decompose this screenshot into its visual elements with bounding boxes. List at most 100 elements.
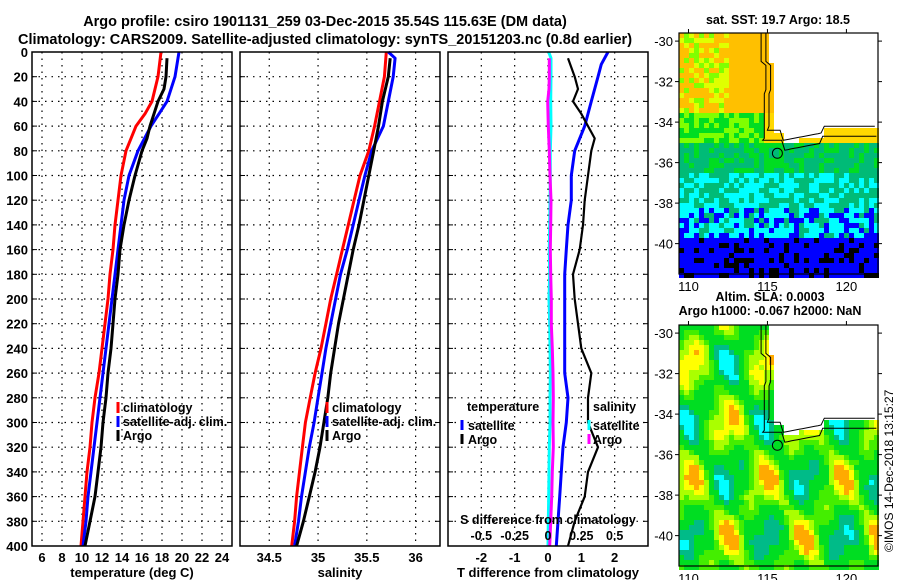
- map-cell: [744, 88, 749, 93]
- map-cell: [844, 455, 849, 460]
- map-cell: [739, 440, 744, 445]
- map-cell: [849, 490, 854, 495]
- map-cell: [754, 455, 759, 460]
- map-cell: [814, 500, 819, 505]
- map-cell: [694, 158, 699, 163]
- map-cell: [864, 133, 869, 138]
- map-cell: [874, 188, 879, 193]
- map-cell: [814, 505, 819, 510]
- map-cell: [689, 158, 694, 163]
- map-cell: [824, 500, 829, 505]
- map-cell: [739, 98, 744, 103]
- map-cell: [699, 510, 704, 515]
- map-cell: [694, 405, 699, 410]
- map-cell: [779, 208, 784, 213]
- map-cell: [694, 325, 699, 330]
- map-cell: [749, 475, 754, 480]
- map-cell: [724, 410, 729, 415]
- map-cell: [854, 253, 859, 258]
- map-cell: [764, 360, 769, 365]
- map-cell: [769, 425, 774, 430]
- map-cell: [694, 545, 699, 550]
- map-cell: [689, 258, 694, 263]
- map-cell: [794, 258, 799, 263]
- map-cell: [754, 515, 759, 520]
- map-cell: [799, 223, 804, 228]
- map-cell: [739, 560, 744, 565]
- map-cell: [684, 335, 689, 340]
- map-cell: [744, 183, 749, 188]
- map-cell: [679, 330, 684, 335]
- map-cell: [839, 430, 844, 435]
- map-cell: [739, 425, 744, 430]
- map-cell: [704, 545, 709, 550]
- map-cell: [834, 480, 839, 485]
- map-cell: [774, 525, 779, 530]
- map-cell: [689, 113, 694, 118]
- map-cell: [739, 203, 744, 208]
- map-cell: [734, 138, 739, 143]
- x-tick-label: 16: [135, 550, 149, 565]
- map-cell: [679, 375, 684, 380]
- map-cell: [739, 173, 744, 178]
- map-cell: [869, 430, 874, 435]
- map-cell: [724, 198, 729, 203]
- map-cell: [874, 173, 879, 178]
- map-cell: [799, 550, 804, 555]
- map-cell: [719, 138, 724, 143]
- map-cell: [709, 390, 714, 395]
- map-cell: [684, 188, 689, 193]
- map-cell: [684, 465, 689, 470]
- map-cell: [704, 465, 709, 470]
- map-cell: [679, 355, 684, 360]
- map-cell: [709, 108, 714, 113]
- map-cell: [864, 515, 869, 520]
- map-cell: [744, 118, 749, 123]
- map-cell: [839, 198, 844, 203]
- map-cell: [744, 335, 749, 340]
- map-cell: [859, 223, 864, 228]
- map-cell: [809, 565, 814, 570]
- series-line-temperature-satellite: [554, 51, 610, 547]
- map-cell: [729, 370, 734, 375]
- map-cell: [684, 118, 689, 123]
- map-cell: [719, 475, 724, 480]
- map-cell: [719, 455, 724, 460]
- map-cell: [744, 395, 749, 400]
- map-cell: [684, 203, 689, 208]
- map-cell: [749, 168, 754, 173]
- map-cell: [679, 540, 684, 545]
- map-cell: [719, 385, 724, 390]
- map-cell: [684, 73, 689, 78]
- map-cell: [779, 188, 784, 193]
- map-cell: [689, 33, 694, 38]
- map-cell: [679, 450, 684, 455]
- map-cell: [804, 555, 809, 560]
- map-cell: [754, 545, 759, 550]
- map-cell: [834, 148, 839, 153]
- map-cell: [834, 233, 839, 238]
- map-cell: [689, 345, 694, 350]
- map-cell: [754, 500, 759, 505]
- map-cell: [689, 430, 694, 435]
- map-cell: [709, 63, 714, 68]
- map-cell: [834, 455, 839, 460]
- legend-label: climatology: [123, 401, 193, 415]
- map-cell: [859, 208, 864, 213]
- map-cell: [764, 400, 769, 405]
- map-cell: [794, 560, 799, 565]
- map-cell: [749, 243, 754, 248]
- map-cell: [784, 218, 789, 223]
- map-cell: [754, 375, 759, 380]
- map-cell: [839, 263, 844, 268]
- map-cell: [684, 123, 689, 128]
- map-cell: [694, 68, 699, 73]
- map-cell: [774, 550, 779, 555]
- map-cell: [769, 400, 774, 405]
- map-cell: [729, 525, 734, 530]
- map-cell: [759, 440, 764, 445]
- map-cell: [764, 350, 769, 355]
- map-cell: [834, 273, 839, 278]
- map-cell: [729, 440, 734, 445]
- legend-label: Argo: [123, 429, 153, 443]
